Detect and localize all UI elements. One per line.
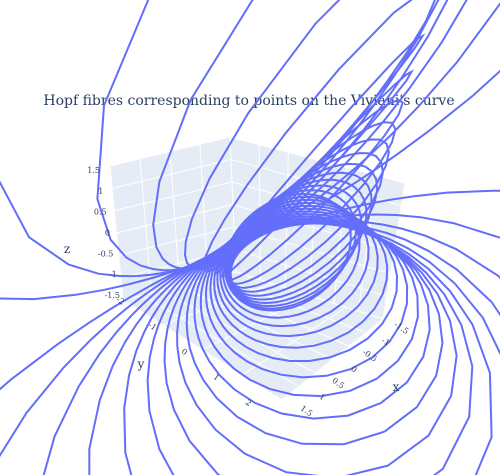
- z-axis-label: z: [64, 242, 70, 256]
- hopf-fiber[interactable]: [221, 195, 361, 319]
- z-axis-ticks: 1.5 1 0.5 0 -0.5 -1 -1.5: [87, 166, 120, 300]
- gridline: [139, 158, 152, 294]
- z-tick: -1: [109, 270, 117, 279]
- y-tick: 1: [212, 372, 221, 382]
- z-tick: 1: [98, 187, 103, 196]
- x-axis-label: x: [393, 380, 400, 394]
- hopf-fiber[interactable]: [163, 220, 474, 475]
- x-tick: 0: [349, 364, 358, 374]
- y-axis-ticks: -2 -1 0 1 2: [115, 295, 253, 408]
- z-tick: -1.5: [105, 291, 120, 300]
- x-tick: 1: [318, 392, 327, 402]
- x-tick: -1: [380, 336, 392, 348]
- gridline: [169, 151, 180, 287]
- y-tick: 2: [244, 398, 253, 408]
- z-tick: 1.5: [87, 166, 100, 175]
- z-tick: -0.5: [98, 249, 113, 258]
- y-tick: 0: [180, 347, 189, 357]
- z-tick: 0.5: [94, 208, 107, 217]
- gridline: [160, 290, 316, 374]
- z-tick: 0: [105, 229, 110, 238]
- y-axis-label: y: [137, 357, 145, 371]
- y-tick: -2: [115, 295, 127, 307]
- x-tick: 0.5: [330, 376, 346, 391]
- gridline: [309, 159, 318, 296]
- y-tick: -1: [147, 321, 159, 333]
- chart-title: Hopf fibres corresponding to points on t…: [43, 93, 454, 109]
